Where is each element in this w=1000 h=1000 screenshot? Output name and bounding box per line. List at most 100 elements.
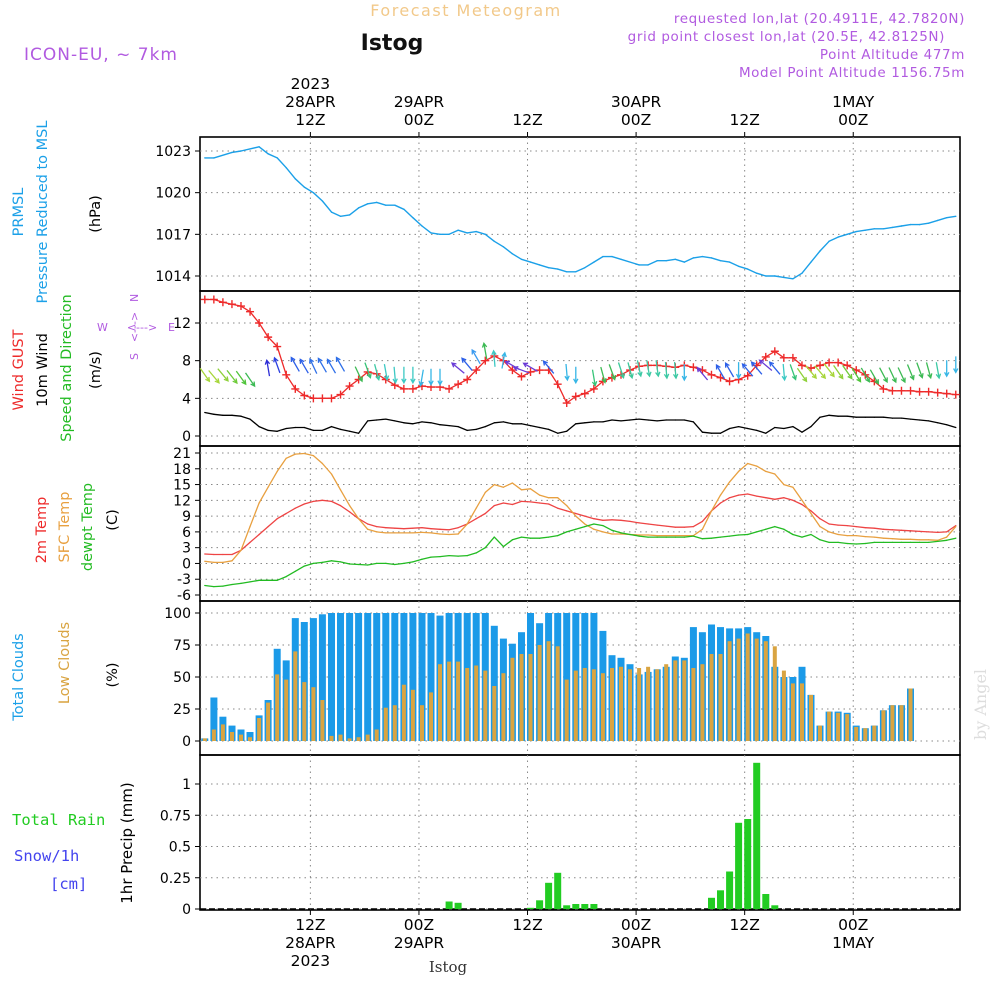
line-segment-dewpt-temp — [864, 541, 875, 545]
bar-low-clouds — [356, 737, 361, 741]
line-segment-dewpt-temp — [575, 525, 586, 530]
line-segment-2m-temp — [240, 541, 251, 551]
line-segment-sfc-temp — [774, 473, 785, 486]
wind-direction-arrow — [481, 342, 488, 360]
bar-rain — [762, 894, 770, 909]
line-segment-2m-temp — [231, 549, 242, 556]
bar-low-clouds — [329, 735, 334, 741]
line-segment-sfc-temp — [765, 470, 776, 475]
time-label-top: 2023 — [291, 75, 330, 93]
line-segment-prmsl — [339, 214, 351, 218]
label-prmsl: PRMSL — [11, 188, 27, 237]
line-segment-2m-temp — [475, 512, 486, 520]
line-segment-dewpt-temp — [602, 524, 613, 531]
line-segment-2m-temp — [412, 527, 423, 529]
line-segment-sfc-temp — [330, 473, 342, 491]
line-segment-sfc-temp — [810, 512, 821, 528]
ytick-label-clouds: 25 — [173, 702, 191, 718]
wind-direction-arrow — [208, 370, 220, 384]
bar-total-clouds — [346, 613, 354, 741]
bar-low-clouds — [781, 670, 786, 741]
line-segment-2m-temp — [611, 519, 622, 521]
wind-direction-arrow — [916, 362, 924, 379]
gust-marker — [761, 352, 770, 361]
line-segment-prmsl — [747, 268, 758, 274]
ytick-label-clouds: 75 — [173, 638, 191, 654]
line-segment-wind-gust — [846, 364, 857, 371]
time-label-top: 12Z — [729, 111, 759, 129]
time-label-bottom: 29APR — [394, 934, 445, 952]
panel-pressure: 1014 1017 1020 1023 — [155, 136, 961, 292]
line-segment-prmsl — [801, 261, 812, 274]
line-segment-sfc-temp — [593, 528, 604, 533]
line-segment-2m-temp — [394, 527, 405, 530]
line-segment-dewpt-temp — [385, 562, 396, 566]
line-segment-sfc-temp — [792, 486, 803, 501]
line-segment-10m-wind — [638, 418, 649, 421]
line-segment-wind-gust — [566, 395, 577, 404]
line-segment-sfc-temp — [783, 483, 794, 488]
wind-direction-arrow — [814, 365, 827, 380]
series-2m-temp — [204, 493, 957, 556]
wind-direction-arrow — [768, 361, 781, 375]
line-segment-2m-temp — [828, 523, 839, 526]
line-segment-sfc-temp — [430, 532, 441, 535]
gust-marker — [825, 358, 834, 367]
gust-marker — [336, 390, 345, 399]
line-segment-wind-gust — [774, 350, 785, 359]
line-segment-10m-wind — [937, 422, 948, 426]
bar-low-clouds — [410, 689, 415, 741]
gust-marker — [933, 388, 942, 397]
bar-low-clouds — [202, 738, 207, 741]
gust-marker — [255, 319, 264, 327]
wind-direction-arrow — [888, 367, 897, 384]
line-segment-sfc-temp — [566, 504, 577, 517]
ytick-label-precip: 0.75 — [160, 808, 191, 824]
line-segment-dewpt-temp — [475, 547, 486, 554]
wind-direction-arrow — [522, 362, 538, 372]
line-segment-2m-temp — [747, 493, 758, 497]
line-segment-10m-wind — [376, 418, 387, 421]
line-segment-dewpt-temp — [493, 536, 505, 548]
line-segment-2m-temp — [330, 500, 342, 507]
wind-direction-arrow — [646, 360, 652, 378]
time-label-bottom: 00Z — [404, 916, 434, 934]
bar-low-clouds — [790, 683, 795, 741]
line-segment-2m-temp — [538, 502, 550, 505]
line-segment-prmsl — [493, 240, 505, 248]
line-segment-prmsl — [692, 255, 704, 259]
line-segment-sfc-temp — [222, 560, 233, 564]
bar-low-clouds — [528, 654, 533, 741]
gust-marker — [300, 391, 309, 400]
line-segment-sfc-temp — [737, 462, 749, 473]
bar-total-clouds — [391, 613, 399, 741]
wind-direction-arrow — [418, 369, 424, 387]
bar-low-clouds — [429, 692, 433, 741]
line-segment-10m-wind — [321, 425, 333, 432]
line-segment-sfc-temp — [511, 482, 523, 491]
gust-marker — [472, 366, 481, 375]
bar-rain — [590, 904, 598, 909]
line-segment-10m-wind — [330, 425, 342, 431]
line-segment-dewpt-temp — [367, 562, 378, 566]
panel-frame-precip — [199, 754, 961, 911]
bar-low-clouds — [673, 660, 678, 741]
line-segment-2m-temp — [258, 525, 269, 536]
line-segment-dewpt-temp — [394, 562, 405, 566]
line-segment-dewpt-temp — [502, 539, 514, 548]
wind-direction-arrow — [326, 358, 337, 374]
line-segment-10m-wind — [846, 415, 857, 418]
bar-low-clouds — [655, 669, 660, 741]
line-segment-2m-temp — [909, 530, 921, 533]
bar-low-clouds — [818, 725, 822, 741]
wind-direction-arrow — [335, 356, 346, 372]
chart-marks — [199, 146, 960, 910]
label-pressure: Pressure Reduced to MSL — [35, 121, 51, 304]
line-segment-sfc-temp — [927, 539, 939, 541]
line-segment-sfc-temp — [421, 531, 432, 534]
line-segment-2m-temp — [620, 519, 631, 523]
line-segment-wind-gust — [448, 383, 459, 390]
line-segment-prmsl — [701, 255, 713, 259]
wind-direction-arrow — [860, 367, 870, 383]
line-segment-prmsl — [511, 253, 523, 260]
